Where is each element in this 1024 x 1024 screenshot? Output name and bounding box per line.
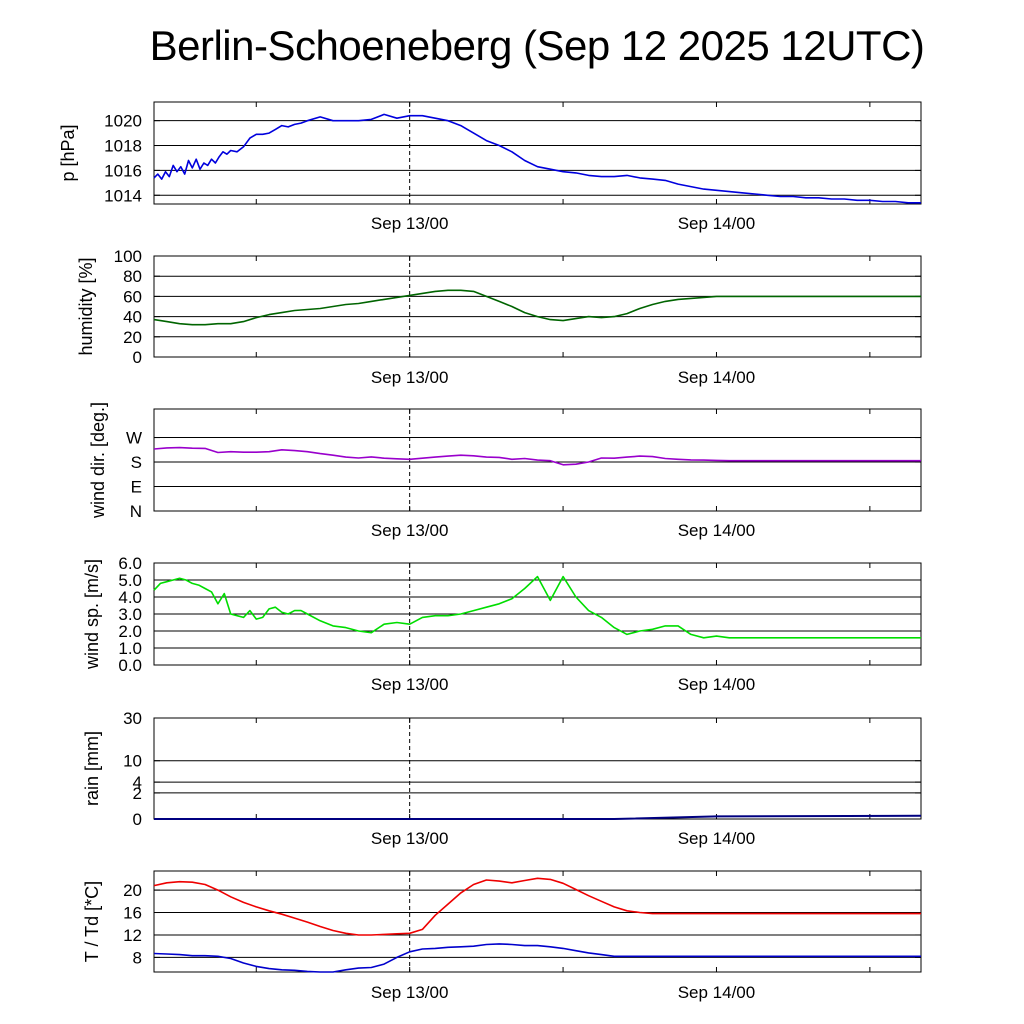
wind-speed-ytick-label: 1.0: [118, 639, 142, 658]
pressure-ytick-label: 1018: [104, 137, 142, 156]
temperature-ytick-label: 20: [123, 881, 142, 900]
wind-dir-ytick-label: S: [131, 453, 142, 472]
rain-ytick-label: 2: [133, 784, 142, 803]
wind-dir-xtick-label: Sep 13/00: [371, 521, 449, 540]
humidity-ytick-label: 60: [123, 287, 142, 306]
humidity-ytick-label: 40: [123, 308, 142, 327]
pressure-xtick-label: Sep 13/00: [371, 214, 449, 233]
rain-ylabel: rain [mm]: [82, 731, 102, 806]
rain-xtick-label: Sep 13/00: [371, 829, 449, 848]
wind-dir-ylabel: wind dir. [deg.]: [88, 402, 108, 519]
pressure-xtick-label: Sep 14/00: [678, 214, 756, 233]
humidity-xtick-label: Sep 13/00: [371, 368, 449, 387]
temperature-ytick-label: 16: [123, 904, 142, 923]
pressure-series: [153, 113, 921, 204]
rain-ytick-label: 4: [133, 773, 142, 792]
humidity-series: [153, 289, 921, 326]
pressure-ytick-label: 1016: [104, 161, 142, 180]
wind-speed-ytick-label: 2.0: [118, 622, 142, 641]
pressure-ylabel: p [hPa]: [58, 124, 78, 181]
rain-ytick-label: 0: [133, 810, 142, 829]
humidity-xtick-label: Sep 14/00: [678, 368, 756, 387]
wind-dir-ytick-label: E: [131, 478, 142, 497]
wind-speed-xtick-label: Sep 14/00: [678, 675, 756, 694]
chart-title: Berlin-Schoeneberg (Sep 12 2025 12UTC): [149, 22, 925, 69]
pressure-ytick-label: 1020: [104, 112, 142, 131]
temperature-xtick-label: Sep 14/00: [678, 983, 756, 1002]
wind-speed-frame: [153, 562, 922, 666]
humidity-ylabel: humidity [%]: [76, 257, 96, 355]
humidity-frame: [153, 255, 922, 358]
pressure-ytick-label: 1014: [104, 186, 142, 205]
wind-dir-ytick-label: N: [130, 502, 142, 521]
humidity-ytick-label: 80: [123, 267, 142, 286]
wind-speed-series: [153, 575, 921, 639]
wind-speed-ytick-label: 5.0: [118, 571, 142, 590]
humidity-ytick-label: 100: [114, 247, 142, 266]
humidity-ytick-label: 0: [133, 348, 142, 367]
temperature-ytick-label: 12: [123, 926, 142, 945]
rain-ytick-label: 10: [123, 752, 142, 771]
humidity-ytick-label: 20: [123, 328, 142, 347]
temperature-series-t: [153, 877, 921, 936]
rain-ytick-label: 30: [123, 709, 142, 728]
wind-speed-ytick-label: 6.0: [118, 554, 142, 573]
temperature-ylabel: T / Td [*C]: [82, 881, 102, 962]
wind-speed-ytick-label: 3.0: [118, 605, 142, 624]
wind-speed-ytick-label: 0.0: [118, 656, 142, 675]
wind-speed-ytick-label: 4.0: [118, 588, 142, 607]
temperature-series-td: [153, 943, 921, 973]
temperature-ytick-label: 8: [133, 948, 142, 967]
rain-series: [154, 814, 922, 820]
pressure-frame: [153, 101, 922, 205]
wind-speed-xtick-label: Sep 13/00: [371, 675, 449, 694]
rain-xtick-label: Sep 14/00: [678, 829, 756, 848]
temperature-xtick-label: Sep 13/00: [371, 983, 449, 1002]
wind-dir-series: [153, 446, 921, 466]
temperature-frame: [153, 870, 922, 973]
rain-frame: [153, 717, 922, 820]
wind-speed-ylabel: wind sp. [m/s]: [82, 559, 102, 670]
wind-dir-xtick-label: Sep 14/00: [678, 521, 756, 540]
wind-dir-ytick-label: W: [126, 429, 142, 448]
